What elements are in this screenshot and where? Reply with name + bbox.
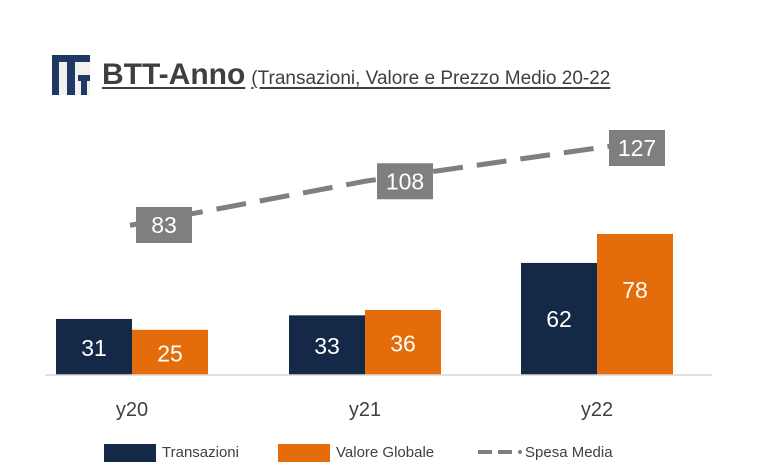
x-axis-tick-label: y20 xyxy=(116,399,148,421)
spesa-media-line xyxy=(129,140,635,228)
chart-title: BTT-Anno (Transazioni, Valore e Prezzo Me… xyxy=(102,58,610,92)
legend-dot-spesa-media xyxy=(518,450,522,454)
legend-label-transazioni: Transazioni xyxy=(162,444,239,461)
spesa-media-value-box xyxy=(136,207,192,243)
transazioni-bar xyxy=(56,318,132,375)
legend-swatch-valore-globale xyxy=(278,444,330,462)
spesa-media-value-label: 127 xyxy=(618,135,656,161)
spesa-media-value-box xyxy=(377,163,433,200)
btt-logo-icon xyxy=(52,55,90,95)
chart-title-subtitle: (Transazioni, Valore e Prezzo Medio 20-2… xyxy=(251,68,611,89)
valore-globale-bar xyxy=(132,329,208,375)
spesa-media-value-label: 83 xyxy=(151,212,177,238)
valore-globale-value-label: 36 xyxy=(390,330,416,356)
legend-label-spesa-media: Spesa Media xyxy=(525,444,613,461)
valore-globale-value-label: 25 xyxy=(157,340,183,366)
x-axis-tick-label: y22 xyxy=(581,399,613,421)
valore-globale-bar xyxy=(597,234,673,375)
spesa-media-value-box xyxy=(609,130,665,166)
transazioni-value-label: 31 xyxy=(81,335,107,361)
transazioni-value-label: 62 xyxy=(546,306,572,332)
chart-title-main: BTT-Anno xyxy=(102,58,246,91)
spesa-media-value-label: 108 xyxy=(386,168,424,194)
transazioni-bar xyxy=(521,262,597,375)
legend-swatch-transazioni xyxy=(104,444,156,462)
transazioni-value-label: 33 xyxy=(314,333,340,359)
valore-globale-value-label: 78 xyxy=(622,277,648,303)
transazioni-bar xyxy=(289,315,365,375)
x-axis-tick-label: y21 xyxy=(349,399,381,421)
valore-globale-bar xyxy=(365,309,441,375)
legend-label-valore-globale: Valore Globale xyxy=(336,444,434,461)
